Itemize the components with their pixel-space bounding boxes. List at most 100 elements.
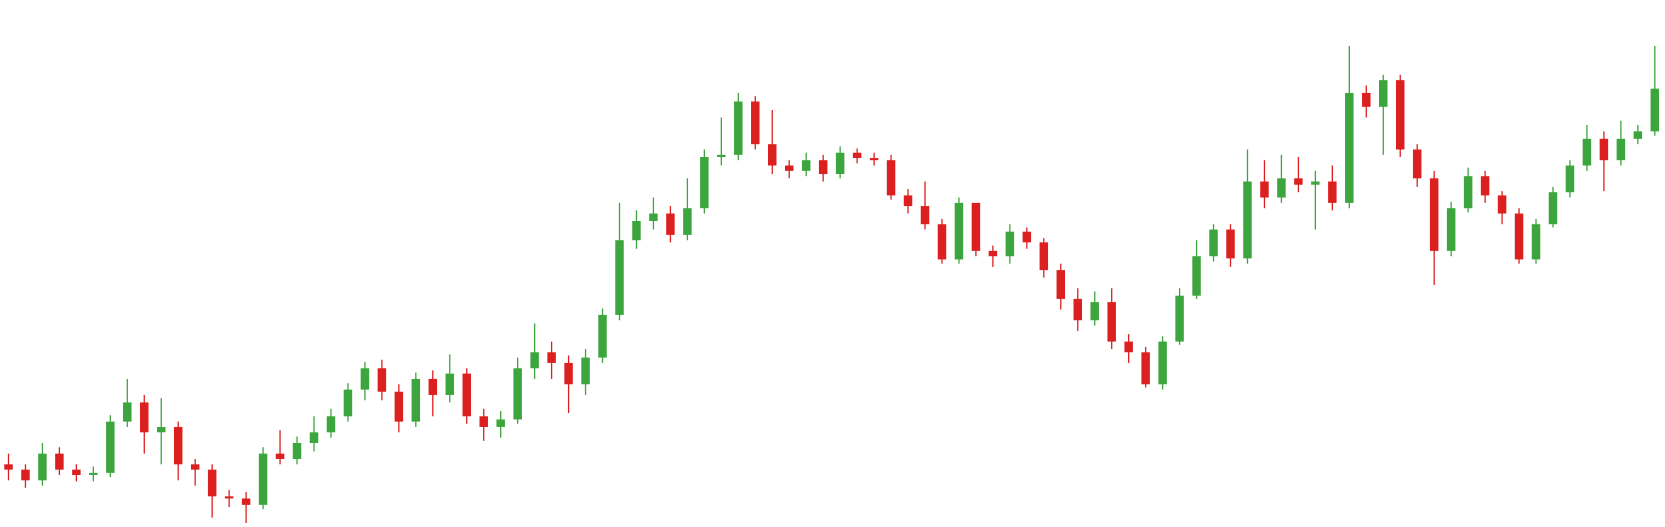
candle-body — [564, 362, 573, 385]
candle-body — [1226, 229, 1235, 259]
candle-body — [1175, 295, 1184, 342]
candle-body — [751, 101, 760, 145]
candle-body — [717, 154, 726, 157]
candle-body — [1311, 181, 1320, 185]
candle-body — [1362, 92, 1371, 107]
candle-body — [1446, 208, 1456, 251]
candle-body — [411, 378, 421, 422]
candle-body — [1328, 181, 1337, 203]
candle-body — [1294, 178, 1303, 185]
candle-body — [360, 368, 370, 390]
candle-body — [106, 421, 115, 473]
candle-body — [394, 391, 404, 422]
candle-body — [937, 224, 947, 260]
candle-body — [1090, 302, 1099, 321]
candle-body — [1039, 242, 1049, 271]
candle-body — [1480, 176, 1490, 196]
candle-body — [55, 453, 64, 470]
candle-body — [343, 389, 353, 417]
candle-body — [1124, 341, 1133, 353]
candle-body — [852, 152, 862, 159]
candle-body — [496, 419, 505, 427]
candle-body — [462, 373, 471, 417]
candle-body — [598, 314, 607, 358]
candle-body — [988, 250, 998, 257]
candle-body — [1005, 231, 1015, 257]
candle-body — [1158, 341, 1167, 385]
candle-body — [326, 416, 336, 433]
candle-body — [1429, 178, 1439, 251]
candle-body — [903, 195, 913, 207]
candle-body — [72, 469, 81, 475]
candle-body — [1463, 176, 1473, 209]
candle-body — [784, 165, 794, 171]
candle-body — [1548, 192, 1558, 225]
candle-body — [547, 352, 556, 363]
candle-body — [886, 160, 896, 196]
candle-body — [309, 432, 319, 443]
candle-body — [241, 498, 251, 505]
candle-body — [1243, 181, 1252, 259]
candle-body — [615, 240, 624, 315]
candle-body — [1395, 80, 1405, 150]
candle-body — [207, 469, 217, 497]
candle-body — [1022, 231, 1032, 243]
candle-body — [258, 453, 268, 505]
candle-body — [920, 206, 930, 225]
candle-body — [1582, 138, 1592, 166]
candle-body — [173, 426, 183, 465]
candle-body — [1073, 298, 1082, 321]
candle-body — [479, 416, 488, 427]
candle-body — [1599, 138, 1609, 161]
candle-body — [4, 464, 13, 470]
candle-body — [377, 368, 387, 392]
candle-body — [89, 472, 98, 475]
candle-body — [869, 158, 879, 161]
candle-body — [1497, 195, 1507, 214]
candle-body — [649, 213, 658, 222]
candle-body — [224, 496, 234, 499]
candle-body — [38, 453, 47, 481]
candle-body — [1514, 213, 1524, 260]
candle-body — [683, 208, 692, 235]
candle-body — [1260, 181, 1269, 198]
candle-body — [818, 160, 828, 175]
candle-body — [530, 352, 539, 369]
candle-body — [700, 156, 709, 209]
candle-body — [21, 469, 30, 481]
candle-body — [632, 221, 641, 241]
candle-body — [123, 402, 132, 422]
candle-body — [1650, 88, 1660, 132]
candle-body — [513, 368, 522, 420]
candle-body — [1192, 256, 1201, 296]
candle-body — [666, 213, 675, 235]
candle-body — [1345, 92, 1354, 203]
candle-body — [428, 378, 438, 395]
candle-body — [1633, 131, 1643, 139]
candle-body — [1277, 178, 1286, 198]
candle-body — [1056, 270, 1066, 299]
candle-body — [734, 101, 743, 155]
candle-body — [1107, 302, 1116, 342]
candle-body — [1209, 229, 1218, 257]
candle-body — [156, 426, 166, 433]
candle-body — [801, 160, 811, 171]
candle-body — [581, 357, 590, 385]
candle-body — [275, 453, 285, 459]
candle-body — [1565, 165, 1575, 193]
candle-body — [971, 202, 981, 251]
candle-body — [1412, 149, 1422, 179]
candle-body — [1616, 138, 1626, 161]
candle-body — [768, 144, 777, 166]
candle-body — [1141, 352, 1150, 385]
candle-body — [835, 152, 845, 175]
candle-body — [292, 442, 302, 459]
candle-body — [1531, 224, 1541, 260]
candle-body — [1379, 80, 1388, 107]
candle-body — [140, 402, 149, 433]
candle-body — [445, 373, 455, 395]
candle-body — [190, 464, 200, 470]
candle-body — [954, 202, 964, 260]
